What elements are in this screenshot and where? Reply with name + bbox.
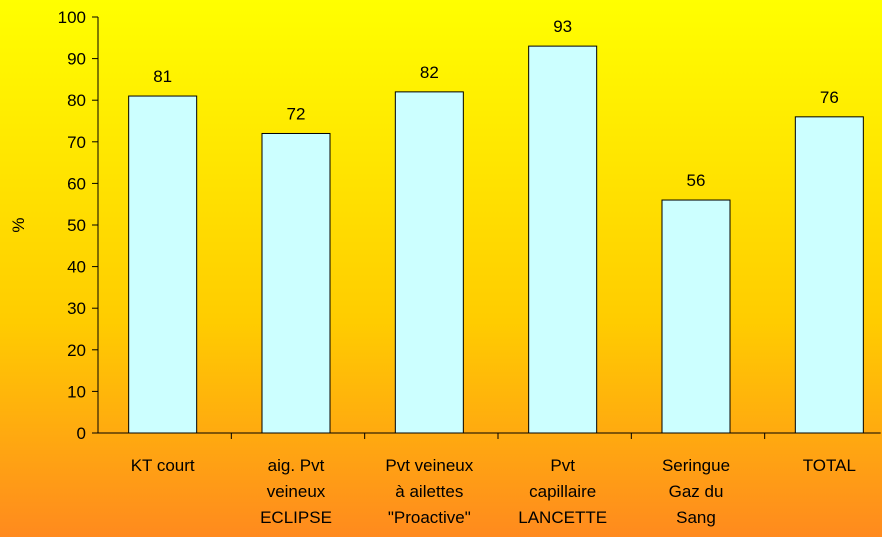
data-label: 76 (820, 88, 839, 107)
y-tick-label: 20 (67, 341, 86, 360)
y-tick-label: 50 (67, 216, 86, 235)
x-tick-label: Seringue Gaz du Sang (662, 456, 730, 527)
bar (794, 116, 864, 434)
y-tick-label: 80 (67, 91, 86, 110)
bar (661, 199, 731, 434)
x-tick-label: aig. Pvt veineux ECLIPSE (260, 456, 332, 527)
data-label: 82 (420, 63, 439, 82)
x-tick-label: Pvt capillaire LANCETTE (518, 456, 607, 527)
y-tick-label: 90 (67, 50, 86, 69)
y-tick-label: 30 (67, 299, 86, 318)
y-tick-label: 10 (67, 382, 86, 401)
y-tick-label: 0 (77, 424, 86, 443)
x-tick-label: KT court (131, 456, 195, 475)
bar (128, 95, 198, 434)
data-label: 81 (153, 67, 172, 86)
y-axis-label: % (9, 217, 28, 232)
bar (528, 45, 598, 434)
y-tick-label: 60 (67, 174, 86, 193)
y-tick-label: 40 (67, 258, 86, 277)
y-tick-label: 100 (58, 8, 86, 27)
data-label: 72 (287, 104, 306, 123)
data-label: 93 (553, 17, 572, 36)
x-tick-label: Pvt veineux à ailettes "Proactive" (385, 456, 473, 527)
x-tick-label: TOTAL (803, 456, 856, 475)
bar (261, 132, 331, 434)
y-tick-label: 70 (67, 133, 86, 152)
data-label: 56 (687, 171, 706, 190)
bar (394, 91, 464, 434)
